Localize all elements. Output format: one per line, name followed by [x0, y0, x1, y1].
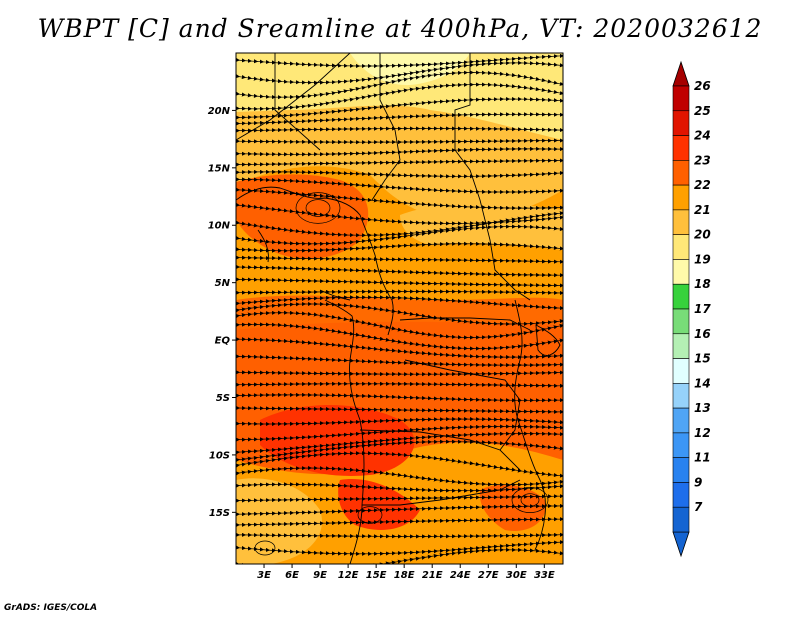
- streamline: [236, 169, 563, 179]
- streamline: [236, 392, 563, 403]
- colorbar-swatch: [672, 383, 690, 409]
- colorbar-swatch: [672, 482, 690, 508]
- lon-tick-label: 15E: [366, 570, 387, 581]
- colorbar-label: 26: [694, 79, 711, 93]
- lon-tick-label: 27E: [478, 570, 499, 581]
- lat-tick-label: 5S: [216, 393, 230, 404]
- lat-tick-label: 20N: [208, 106, 231, 117]
- chart-title: WBPT [C] and Sreamline at 400hPa, VT: 20…: [37, 14, 763, 43]
- streamlines: [236, 53, 563, 564]
- latitude-axis: 20N 15N 10N 5N EQ 5S 10S 15S: [208, 106, 236, 519]
- colorbar-swatch: [672, 135, 690, 161]
- streamline-vortex: [254, 540, 276, 556]
- streamline: [236, 416, 563, 427]
- streamline: [236, 158, 563, 167]
- map-frame: [235, 52, 564, 565]
- colorbar-swatch: [672, 457, 690, 483]
- colorbar-label: 18: [694, 277, 711, 291]
- colorbar-label: 16: [694, 327, 711, 341]
- streamline-vortex: [520, 493, 540, 507]
- streamline: [236, 241, 563, 253]
- lon-tick-label: 18E: [394, 570, 415, 581]
- colorbar-label: 20: [694, 228, 711, 242]
- streamline-vortex: [511, 487, 549, 513]
- lat-tick-label: 15N: [208, 163, 231, 174]
- colorbar-label: 22: [694, 178, 711, 192]
- colorbar-swatch: [672, 85, 690, 112]
- streamline: [236, 405, 563, 414]
- colorbar-label: 23: [694, 153, 711, 167]
- footer-credit: GrADS: IGES/COLA: [4, 603, 98, 613]
- colorbar-label: 11: [694, 451, 711, 465]
- lon-tick-label: 9E: [313, 570, 327, 581]
- colorbar-label: 21: [694, 203, 711, 217]
- colorbar-label: 7: [694, 500, 703, 514]
- streamline: [236, 482, 563, 493]
- streamline: [236, 277, 563, 288]
- colorbar-swatch: [672, 209, 690, 235]
- lon-tick-label: 30E: [506, 570, 527, 581]
- colorbar-label: 17: [694, 302, 711, 316]
- lat-tick-label: EQ: [215, 336, 231, 347]
- streamline: [236, 126, 563, 133]
- colorbar-swatch: [672, 184, 690, 211]
- colorbar-swatch: [672, 407, 690, 434]
- colorbar-label: 14: [694, 376, 711, 390]
- streamline: [236, 264, 563, 278]
- lat-tick-label: 10S: [209, 450, 230, 461]
- streamline: [236, 112, 563, 126]
- colorbar-label: 12: [694, 426, 711, 440]
- lat-tick-label: 10N: [208, 221, 231, 232]
- colorbar-label: 15: [694, 352, 711, 366]
- colorbar-label: 24: [694, 129, 711, 143]
- streamline-vortex: [305, 199, 331, 217]
- streamline: [236, 146, 563, 157]
- colorbar-swatch: [672, 358, 690, 384]
- colorbar-label: 19: [694, 252, 711, 266]
- colorbar-swatch: [672, 432, 690, 458]
- streamline: [236, 547, 563, 564]
- longitude-axis: 3E 6E 9E 12E 15E 18E 21E 24E 27E 30E 33E: [257, 564, 555, 581]
- colorbar-label: 25: [694, 104, 711, 118]
- streamline: [236, 255, 563, 264]
- streamline: [236, 354, 563, 368]
- colorbar-swatch: [672, 333, 690, 359]
- streamline: [236, 370, 563, 377]
- colorbar-swatch: [672, 506, 690, 533]
- streamline: [236, 517, 563, 528]
- streamline: [236, 381, 563, 388]
- country-boundaries: [236, 53, 561, 564]
- colorbar-swatch: [672, 160, 690, 186]
- colorbar-swatch: [672, 308, 690, 335]
- colorbar-top-arrow: [672, 60, 690, 87]
- lat-tick-label: 5N: [215, 278, 231, 289]
- streamline: [236, 532, 563, 539]
- lon-tick-label: 3E: [257, 570, 271, 581]
- lon-tick-label: 12E: [338, 570, 359, 581]
- colorbar-swatch: [672, 259, 690, 285]
- lat-tick-label: 15S: [209, 508, 230, 519]
- streamline: [236, 503, 563, 517]
- colorbar-swatch: [672, 234, 690, 260]
- streamline: [236, 289, 563, 296]
- streamline-vortex: [295, 192, 341, 224]
- colorbar-swatch: [672, 110, 690, 136]
- colorbar-label: 9: [694, 475, 702, 489]
- streamline: [236, 494, 563, 503]
- lon-tick-label: 6E: [285, 570, 299, 581]
- streamline-vortex: [357, 506, 383, 524]
- lon-tick-label: 33E: [534, 570, 555, 581]
- lon-tick-label: 21E: [422, 570, 443, 581]
- colorbar: 26 25 24 23 22 21 20 19 18 17 16 15 14 13 12 11 9 7: [672, 60, 711, 558]
- colorbar-label: 13: [694, 401, 711, 415]
- lon-tick-label: 24E: [450, 570, 471, 581]
- colorbar-bottom-arrow: [672, 531, 690, 558]
- colorbar-swatch: [672, 283, 690, 310]
